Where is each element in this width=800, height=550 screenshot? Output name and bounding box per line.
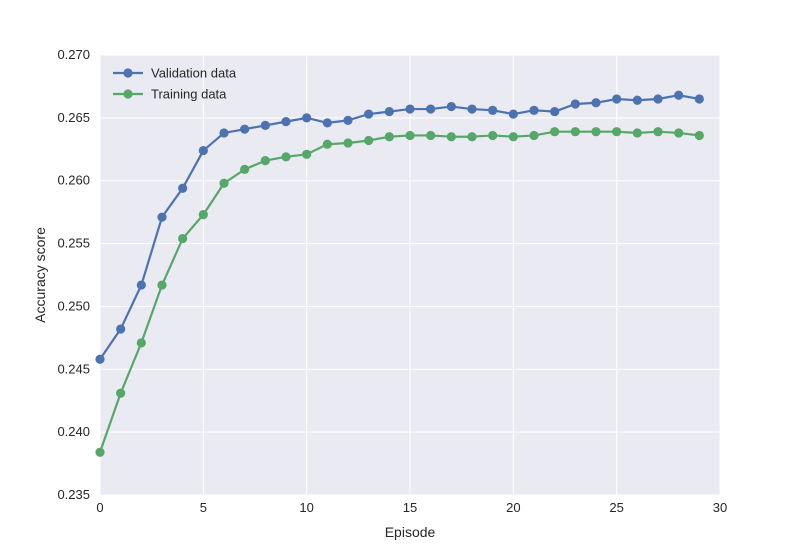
legend-validation-data-label: Validation data bbox=[151, 66, 237, 81]
x-tick-label: 20 bbox=[506, 500, 520, 515]
training-data-point bbox=[240, 164, 250, 174]
grid-lines bbox=[99, 54, 721, 496]
training-data-point bbox=[260, 156, 270, 166]
validation-data-point bbox=[508, 109, 518, 119]
validation-data-point bbox=[116, 324, 126, 334]
y-axis-label: Accuracy score bbox=[32, 227, 48, 323]
validation-data-point bbox=[570, 99, 580, 109]
x-tick-label: 30 bbox=[713, 500, 727, 515]
training-data-point bbox=[591, 127, 601, 137]
training-data-point bbox=[136, 338, 146, 348]
validation-data-point bbox=[281, 117, 291, 127]
training-data-point bbox=[157, 280, 167, 290]
tick-labels: 0 5 10 15 20 25 30 0.235 0.240 0.245 0.250 0.255 0.2… bbox=[57, 47, 727, 515]
x-tick-label: 0 bbox=[96, 500, 103, 515]
legend-training-data-marker bbox=[123, 89, 133, 99]
training-data-point bbox=[426, 130, 436, 141]
y-tick-label: 0.260 bbox=[57, 173, 90, 188]
validation-data-point bbox=[405, 104, 415, 114]
training-data-point bbox=[302, 149, 312, 159]
validation-data-point bbox=[95, 354, 105, 364]
training-data-point bbox=[488, 130, 498, 141]
validation-data-point bbox=[219, 128, 229, 138]
training-data-point bbox=[632, 128, 642, 138]
legend-validation-data-marker bbox=[123, 68, 133, 78]
validation-data-point bbox=[384, 106, 394, 117]
training-data-point bbox=[653, 127, 663, 137]
validation-data-point bbox=[467, 104, 477, 114]
validation-data-point bbox=[674, 90, 684, 100]
training-data-point bbox=[467, 132, 477, 142]
training-data-point bbox=[322, 139, 332, 149]
validation-data-point bbox=[343, 115, 353, 125]
training-data-point bbox=[694, 130, 704, 141]
y-tick-label: 0.250 bbox=[57, 298, 90, 313]
training-data-point bbox=[198, 210, 208, 220]
validation-data-point bbox=[653, 94, 663, 104]
validation-data-point bbox=[632, 95, 642, 105]
validation-data-point bbox=[178, 183, 188, 193]
y-tick-label: 0.245 bbox=[57, 361, 90, 376]
validation-data-point bbox=[446, 101, 456, 112]
validation-data-point bbox=[612, 94, 622, 104]
validation-data-point bbox=[198, 145, 208, 156]
x-tick-label: 25 bbox=[609, 500, 623, 515]
validation-data-point bbox=[591, 98, 601, 108]
legend-training-data-label: Training data bbox=[151, 87, 227, 102]
training-data-point bbox=[529, 130, 539, 141]
y-tick-label: 0.240 bbox=[57, 424, 90, 439]
validation-data-point bbox=[240, 124, 250, 134]
training-data-point bbox=[384, 132, 394, 142]
training-data-point bbox=[570, 127, 580, 137]
validation-data-point bbox=[694, 94, 704, 104]
validation-data-point bbox=[260, 120, 270, 130]
training-data-point bbox=[281, 152, 291, 162]
training-data-point bbox=[343, 138, 353, 148]
training-data-point bbox=[612, 127, 622, 137]
training-data-point bbox=[178, 233, 188, 244]
validation-data-point bbox=[364, 109, 374, 119]
validation-data-point bbox=[157, 212, 167, 222]
validation-data-point bbox=[550, 106, 560, 117]
y-tick-label: 0.270 bbox=[57, 47, 90, 62]
validation-data-point bbox=[488, 105, 498, 115]
x-tick-label: 5 bbox=[200, 500, 207, 515]
training-data-point bbox=[674, 128, 684, 138]
training-data-point bbox=[116, 388, 126, 398]
y-tick-label: 0.255 bbox=[57, 236, 90, 251]
legend: Validation data Training data bbox=[113, 66, 237, 102]
validation-data-point bbox=[302, 113, 312, 123]
training-data-point bbox=[364, 135, 374, 146]
validation-data-point bbox=[322, 118, 332, 128]
validation-data-point bbox=[426, 104, 436, 114]
x-tick-label: 10 bbox=[299, 500, 313, 515]
training-data-point bbox=[219, 178, 229, 188]
training-data-point bbox=[95, 447, 105, 457]
training-data-point bbox=[446, 132, 456, 142]
validation-data-point bbox=[136, 280, 146, 290]
y-tick-label: 0.235 bbox=[57, 487, 90, 502]
validation-data-point bbox=[529, 105, 539, 115]
training-data-point bbox=[508, 132, 518, 142]
x-axis-label: Episode bbox=[385, 524, 436, 540]
series-group bbox=[95, 90, 704, 457]
y-tick-label: 0.265 bbox=[57, 110, 90, 125]
training-data-point bbox=[550, 127, 560, 137]
x-tick-label: 15 bbox=[403, 500, 417, 515]
training-data-point bbox=[405, 130, 415, 141]
